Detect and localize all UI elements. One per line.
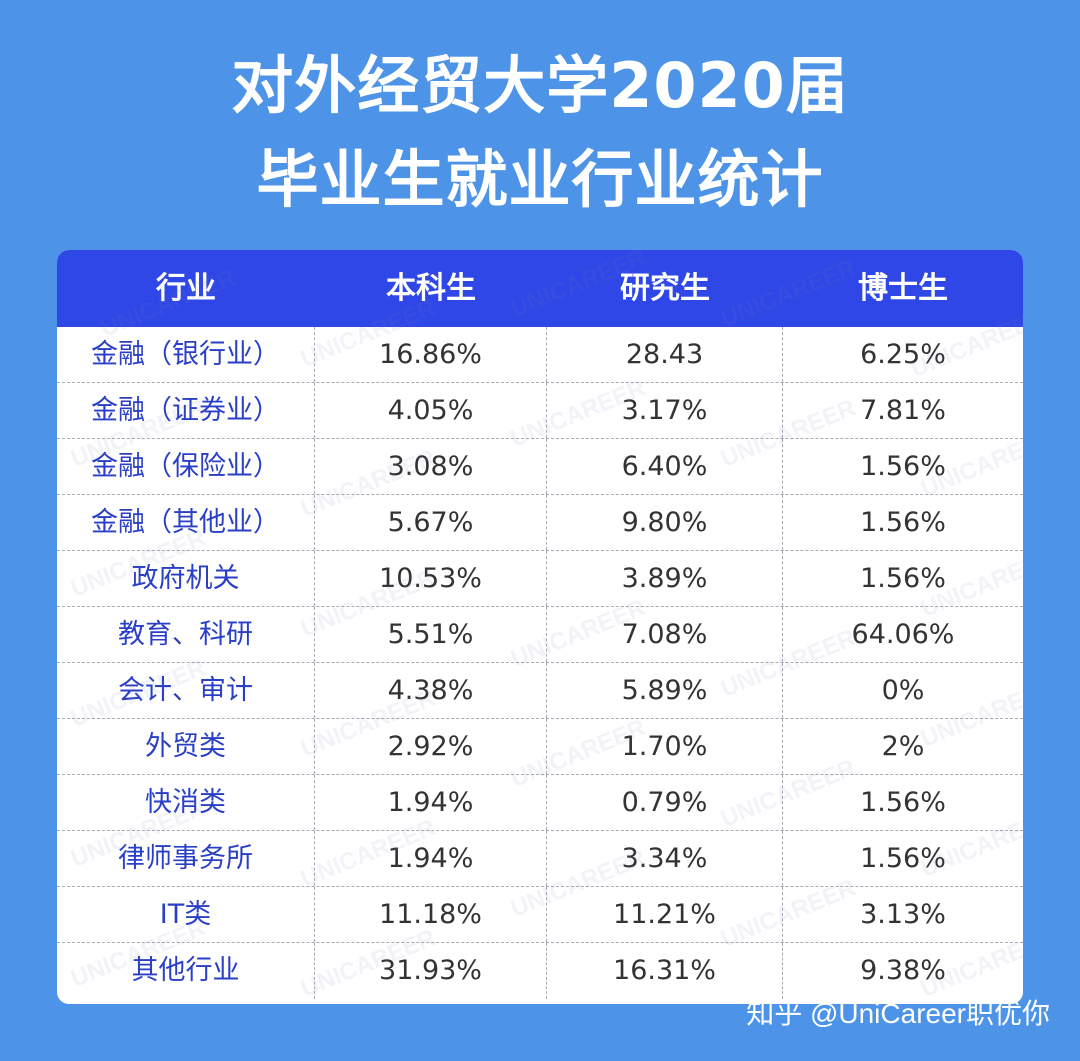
graduate-cell: 3.17% — [547, 383, 783, 438]
industry-cell: 快消类 — [57, 775, 315, 830]
graduate-cell: 6.40% — [547, 439, 783, 494]
doctoral-cell: 7.81% — [860, 395, 946, 426]
undergraduate-cell: 31.93% — [315, 943, 547, 999]
undergraduate-cell: 2.92% — [315, 719, 547, 774]
industry-cell: 会计、审计 — [57, 663, 315, 718]
source-credit: 知乎 @UniCareer职优你 — [746, 998, 1050, 1029]
table-row: 金融（证券业） 4.05% 3.17% 7.81% — [57, 383, 1023, 439]
doctoral-cell: 1.56% — [860, 563, 946, 594]
table-row: 快消类 1.94% 0.79% 1.56% — [57, 775, 1023, 831]
undergraduate-cell: 10.53% — [315, 551, 547, 606]
industry-cell: 外贸类 — [57, 719, 315, 774]
graduate-cell: 5.89% — [547, 663, 783, 718]
table-row: 金融（银行业） 16.86% 28.43 6.25% — [57, 327, 1023, 383]
graduate-cell: 9.80% — [547, 495, 783, 550]
doctoral-cell: 1.56% — [860, 507, 946, 538]
graduate-cell: 3.34% — [547, 831, 783, 886]
doctoral-cell: 0% — [881, 675, 925, 706]
page-title-line2: 毕业生就业行业统计 — [256, 143, 824, 216]
graduate-cell: 1.70% — [547, 719, 783, 774]
table-row: 外贸类 2.92% 1.70% 2% — [57, 719, 1023, 775]
table-row: 其他行业 31.93% 16.31% 9.38% — [57, 943, 1023, 999]
industry-cell: 律师事务所 — [57, 831, 315, 886]
industry-cell: 金融（保险业） — [57, 439, 315, 494]
undergraduate-cell: 4.38% — [315, 663, 547, 718]
industry-cell: IT类 — [57, 887, 315, 942]
undergraduate-cell: 5.67% — [315, 495, 547, 550]
industry-cell: 教育、科研 — [57, 607, 315, 662]
table-row: 政府机关 10.53% 3.89% 1.56% — [57, 551, 1023, 607]
doctoral-cell: 1.56% — [860, 787, 946, 818]
page-title-line1: 对外经贸大学2020届 — [231, 49, 849, 122]
table-row: 教育、科研 5.51% 7.08% 64.06% — [57, 607, 1023, 663]
undergraduate-cell: 11.18% — [315, 887, 547, 942]
table-body: 金融（银行业） 16.86% 28.43 6.25% 金融（证券业） 4.05% 3.17%… — [57, 327, 1023, 999]
graduate-cell: 3.89% — [547, 551, 783, 606]
undergraduate-cell: 4.05% — [315, 383, 547, 438]
graduate-cell: 16.31% — [547, 943, 783, 999]
table-row: 金融（其他业） 5.67% 9.80% 1.56% — [57, 495, 1023, 551]
doctoral-cell: 64.06% — [851, 619, 955, 650]
industry-cell: 金融（银行业） — [57, 327, 315, 382]
table-row: 律师事务所 1.94% 3.34% 1.56% — [57, 831, 1023, 887]
header-undergraduate: 本科生 — [386, 271, 476, 306]
table-header: 行业 本科生 研究生 博士生 — [57, 250, 1023, 327]
header-industry: 行业 — [156, 271, 216, 306]
graduate-cell: 28.43 — [547, 327, 783, 382]
table-row: 金融（保险业） 3.08% 6.40% 1.56% — [57, 439, 1023, 495]
industry-cell: 其他行业 — [57, 943, 315, 999]
doctoral-cell: 3.13% — [860, 899, 946, 930]
table-row: IT类 11.18% 11.21% 3.13% — [57, 887, 1023, 943]
graduate-cell: 0.79% — [547, 775, 783, 830]
industry-cell: 金融（证券业） — [57, 383, 315, 438]
doctoral-cell: 2% — [881, 731, 925, 762]
graduate-cell: 11.21% — [547, 887, 783, 942]
undergraduate-cell: 3.08% — [315, 439, 547, 494]
doctoral-cell: 6.25% — [860, 339, 946, 370]
header-graduate: 研究生 — [620, 271, 710, 306]
doctoral-cell: 1.56% — [860, 451, 946, 482]
undergraduate-cell: 1.94% — [315, 831, 547, 886]
doctoral-cell: 1.56% — [860, 843, 946, 874]
undergraduate-cell: 5.51% — [315, 607, 547, 662]
undergraduate-cell: 16.86% — [315, 327, 547, 382]
doctoral-cell: 9.38% — [860, 955, 946, 986]
graduate-cell: 7.08% — [547, 607, 783, 662]
stats-table: 行业 本科生 研究生 博士生 金融（银行业） 16.86% 28.43 6.25% 金融… — [57, 250, 1023, 1004]
industry-cell: 金融（其他业） — [57, 495, 315, 550]
header-doctoral: 博士生 — [858, 271, 948, 306]
industry-cell: 政府机关 — [57, 551, 315, 606]
undergraduate-cell: 1.94% — [315, 775, 547, 830]
table-row: 会计、审计 4.38% 5.89% 0% — [57, 663, 1023, 719]
